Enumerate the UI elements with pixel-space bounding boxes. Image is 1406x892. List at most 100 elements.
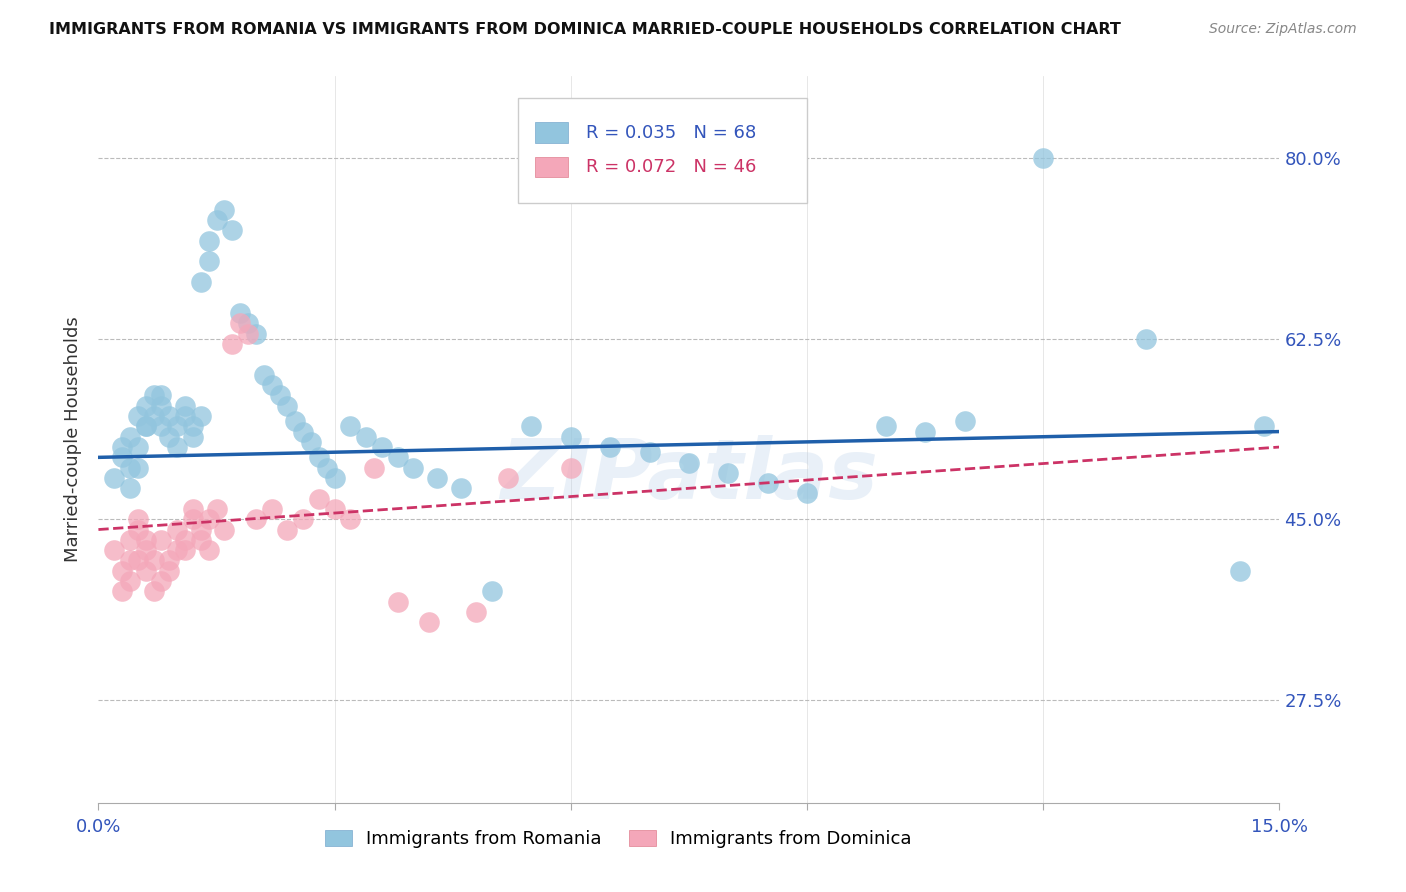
Point	[166, 523, 188, 537]
Point	[253, 368, 276, 382]
Point	[127, 553, 149, 567]
Point	[236, 316, 259, 330]
Point	[174, 533, 197, 547]
Point	[1032, 151, 1054, 165]
Point	[796, 486, 818, 500]
Point	[339, 419, 361, 434]
Point	[157, 564, 180, 578]
Point	[174, 399, 197, 413]
Point	[181, 419, 204, 434]
Point	[756, 476, 779, 491]
Point	[1253, 419, 1275, 434]
FancyBboxPatch shape	[536, 122, 568, 143]
Point	[127, 409, 149, 423]
Point	[111, 440, 134, 454]
Point	[197, 234, 219, 248]
Point	[678, 456, 700, 470]
Point	[118, 481, 141, 495]
Point	[166, 419, 188, 434]
Point	[190, 275, 212, 289]
Point	[118, 553, 141, 567]
Point	[118, 430, 141, 444]
Point	[150, 419, 173, 434]
Point	[875, 419, 897, 434]
Point	[142, 409, 165, 423]
Point	[135, 564, 157, 578]
Point	[135, 533, 157, 547]
Point	[315, 460, 337, 475]
Point	[308, 450, 330, 465]
Point	[111, 564, 134, 578]
Point	[190, 523, 212, 537]
Point	[205, 502, 228, 516]
Point	[150, 574, 173, 588]
Point	[260, 378, 283, 392]
Point	[181, 502, 204, 516]
Point	[276, 399, 298, 413]
Text: IMMIGRANTS FROM ROMANIA VS IMMIGRANTS FROM DOMINICA MARRIED-COUPLE HOUSEHOLDS CO: IMMIGRANTS FROM ROMANIA VS IMMIGRANTS FR…	[49, 22, 1121, 37]
Point	[135, 399, 157, 413]
Point	[292, 512, 315, 526]
Point	[560, 460, 582, 475]
FancyBboxPatch shape	[536, 156, 568, 177]
Point	[284, 414, 307, 428]
Point	[953, 414, 976, 428]
Y-axis label: Married-couple Households: Married-couple Households	[65, 317, 83, 562]
Point	[560, 430, 582, 444]
FancyBboxPatch shape	[517, 97, 807, 203]
Point	[260, 502, 283, 516]
Point	[135, 419, 157, 434]
Point	[418, 615, 440, 630]
Point	[387, 595, 409, 609]
Point	[323, 502, 346, 516]
Point	[308, 491, 330, 506]
Point	[118, 533, 141, 547]
Point	[269, 388, 291, 402]
Point	[197, 512, 219, 526]
Point	[111, 450, 134, 465]
Point	[205, 213, 228, 227]
Point	[221, 223, 243, 237]
Point	[174, 543, 197, 558]
Point	[276, 523, 298, 537]
Text: R = 0.035   N = 68: R = 0.035 N = 68	[586, 123, 756, 142]
Point	[111, 584, 134, 599]
Point	[127, 512, 149, 526]
Point	[229, 306, 252, 320]
Point	[157, 430, 180, 444]
Point	[118, 574, 141, 588]
Legend: Immigrants from Romania, Immigrants from Dominica: Immigrants from Romania, Immigrants from…	[318, 822, 920, 855]
Point	[135, 419, 157, 434]
Point	[481, 584, 503, 599]
Point	[450, 481, 472, 495]
Point	[157, 409, 180, 423]
Point	[236, 326, 259, 341]
Point	[142, 553, 165, 567]
Point	[103, 471, 125, 485]
Point	[1229, 564, 1251, 578]
Point	[245, 512, 267, 526]
Point	[1135, 332, 1157, 346]
Point	[190, 533, 212, 547]
Point	[142, 584, 165, 599]
Point	[402, 460, 425, 475]
Point	[214, 202, 236, 217]
Point	[371, 440, 394, 454]
Point	[465, 605, 488, 619]
Point	[197, 543, 219, 558]
Point	[387, 450, 409, 465]
Point	[299, 434, 322, 449]
Point	[181, 512, 204, 526]
Point	[190, 409, 212, 423]
Point	[118, 460, 141, 475]
Point	[127, 460, 149, 475]
Point	[150, 399, 173, 413]
Point	[142, 388, 165, 402]
Point	[197, 254, 219, 268]
Text: ZIPatlas: ZIPatlas	[501, 435, 877, 516]
Point	[174, 409, 197, 423]
Point	[221, 337, 243, 351]
Point	[323, 471, 346, 485]
Point	[135, 543, 157, 558]
Point	[292, 425, 315, 439]
